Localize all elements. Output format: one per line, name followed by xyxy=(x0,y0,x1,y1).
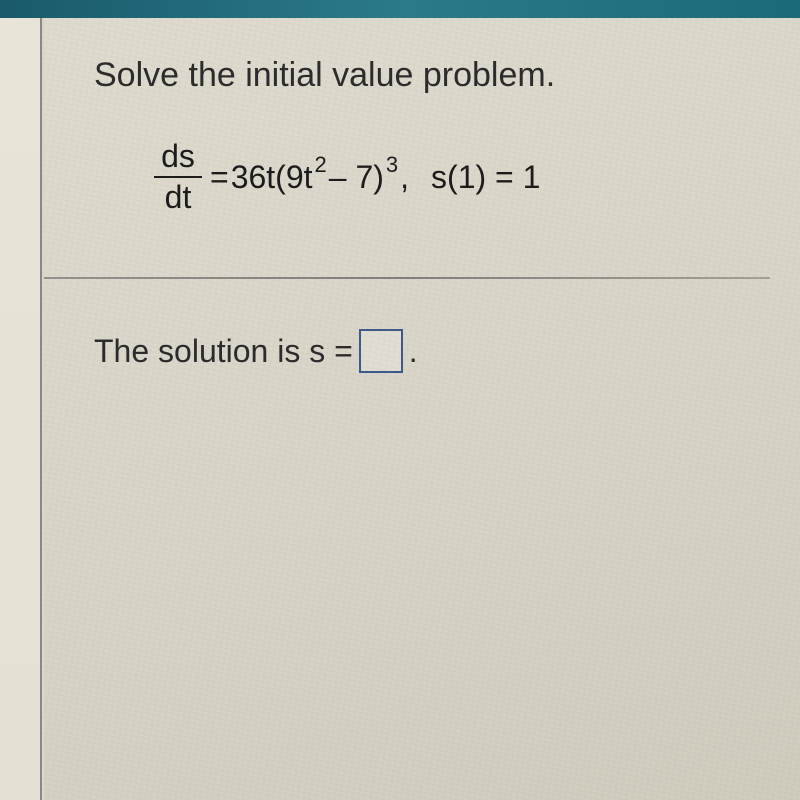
coef-part: 36t(9t xyxy=(231,159,313,196)
comma: , xyxy=(400,159,409,196)
fraction-numerator: ds xyxy=(155,137,201,176)
answer-input-box[interactable] xyxy=(359,329,403,373)
fraction-denominator: dt xyxy=(159,178,198,217)
section-divider xyxy=(44,277,770,279)
moire-texture xyxy=(44,18,800,800)
mid-part: – 7) xyxy=(329,159,384,196)
equation: ds dt = 36t(9t 2 – 7) 3 , s(1) = 1 xyxy=(154,137,770,217)
exponent-2: 2 xyxy=(315,152,327,178)
window-top-bar xyxy=(0,0,800,18)
solution-suffix: . xyxy=(409,333,418,370)
exponent-3: 3 xyxy=(386,152,398,178)
equals-sign: = xyxy=(210,159,229,196)
question-panel: Solve the initial value problem. ds dt =… xyxy=(44,18,800,800)
noise-texture xyxy=(44,18,800,800)
solution-prefix: The solution is s = xyxy=(94,333,353,370)
solution-line: The solution is s = . xyxy=(94,329,770,373)
derivative-fraction: ds dt xyxy=(154,137,202,217)
left-margin xyxy=(0,18,42,800)
question-prompt: Solve the initial value problem. xyxy=(94,56,770,95)
equation-rhs: = 36t(9t 2 – 7) 3 , s(1) = 1 xyxy=(210,159,540,196)
initial-condition: s(1) = 1 xyxy=(431,159,540,196)
